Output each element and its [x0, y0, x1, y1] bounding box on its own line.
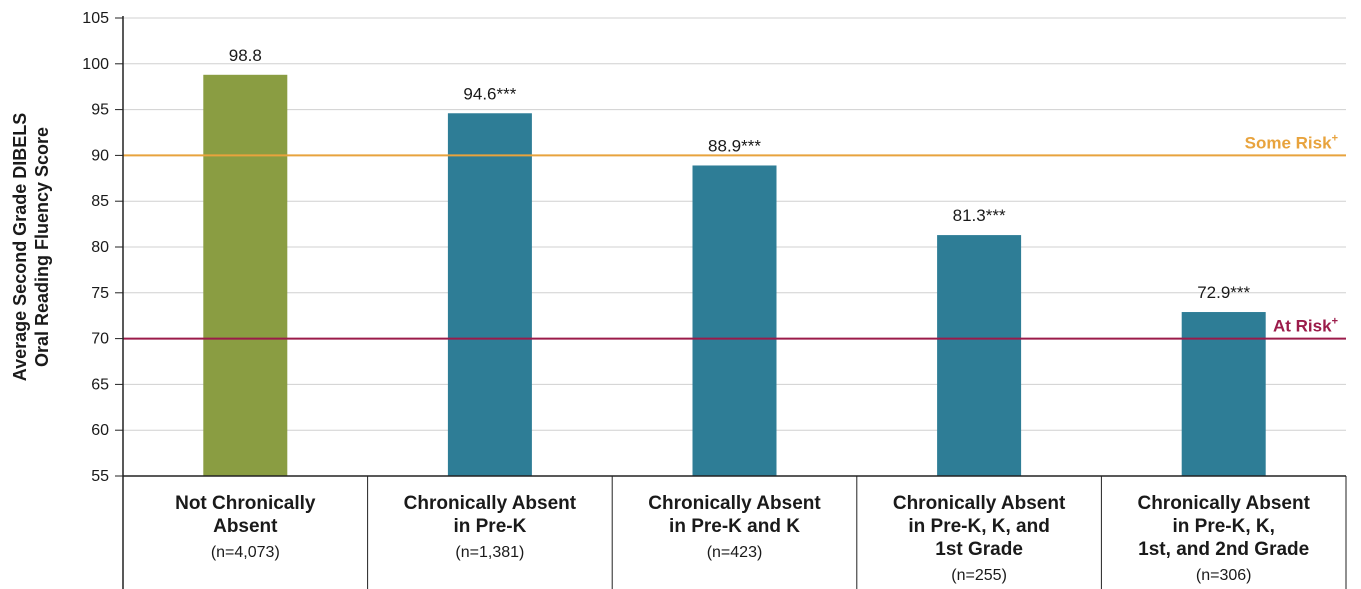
y-tick-label: 75	[91, 285, 109, 302]
x-tick-label: in Pre-K, K, and	[908, 516, 1049, 537]
y-axis-title: Oral Reading Fluency Score	[32, 127, 52, 367]
bars	[203, 74, 1266, 477]
y-axis-title: Average Second Grade DIBELS	[10, 113, 30, 381]
bar-value-label: 72.9***	[1197, 283, 1250, 302]
bar-value-label: 81.3***	[953, 206, 1006, 225]
y-tick-label: 55	[91, 468, 109, 485]
bar	[937, 235, 1022, 476]
bar	[692, 165, 777, 476]
x-tick-sample-size: (n=306)	[1196, 567, 1252, 584]
y-tick-label: 85	[91, 193, 109, 210]
x-tick-label: Chronically Absent	[648, 493, 821, 514]
axes	[115, 16, 1347, 589]
x-tick-label: 1st Grade	[935, 539, 1023, 560]
bar	[1181, 312, 1266, 476]
x-tick-label: Not Chronically	[175, 493, 316, 514]
x-tick-label: in Pre-K and K	[669, 516, 800, 537]
y-tick-label: 60	[91, 422, 109, 439]
x-tick-label: in Pre-K, K,	[1172, 516, 1274, 537]
y-tick-label: 100	[82, 56, 109, 73]
reference-line-label-superscript: +	[1332, 316, 1338, 328]
bar-value-label: 98.8	[229, 46, 262, 65]
x-tick-label: in Pre-K	[453, 516, 526, 537]
reference-line-label-text: At Risk	[1273, 317, 1332, 336]
y-tick-label: 70	[91, 331, 109, 348]
x-tick-label: 1st, and 2nd Grade	[1138, 539, 1309, 560]
x-tick-sample-size: (n=255)	[951, 567, 1007, 584]
x-tick-sample-size: (n=4,073)	[211, 544, 280, 561]
y-tick-label: 80	[91, 239, 109, 256]
reference-lines	[123, 154, 1346, 340]
x-tick-label: Chronically Absent	[404, 493, 577, 514]
y-tick-label: 105	[82, 10, 109, 27]
x-tick-label: Chronically Absent	[893, 493, 1066, 514]
reference-line-label-superscript: +	[1332, 132, 1338, 144]
reference-line-label: Some Risk+	[1245, 132, 1338, 152]
x-tick-label: Chronically Absent	[1137, 493, 1310, 514]
labels: 55 60 65 70 75 80 85 90 95 100 105 98.8 94.6*** 88.9*…	[10, 10, 1338, 584]
bar-value-label: 88.9***	[708, 136, 761, 155]
x-tick-sample-size: (n=1,381)	[455, 544, 524, 561]
bar-value-label: 94.6***	[463, 84, 516, 103]
y-tick-label: 95	[91, 102, 109, 119]
reference-line-label: At Risk+	[1273, 316, 1338, 336]
y-tick-label: 65	[91, 376, 109, 393]
bar	[447, 113, 532, 476]
x-tick-label: Absent	[213, 516, 278, 537]
bar	[203, 74, 288, 477]
x-tick-sample-size: (n=423)	[707, 544, 763, 561]
y-tick-label: 90	[91, 147, 109, 164]
reference-line-label-text: Some Risk	[1245, 133, 1332, 152]
